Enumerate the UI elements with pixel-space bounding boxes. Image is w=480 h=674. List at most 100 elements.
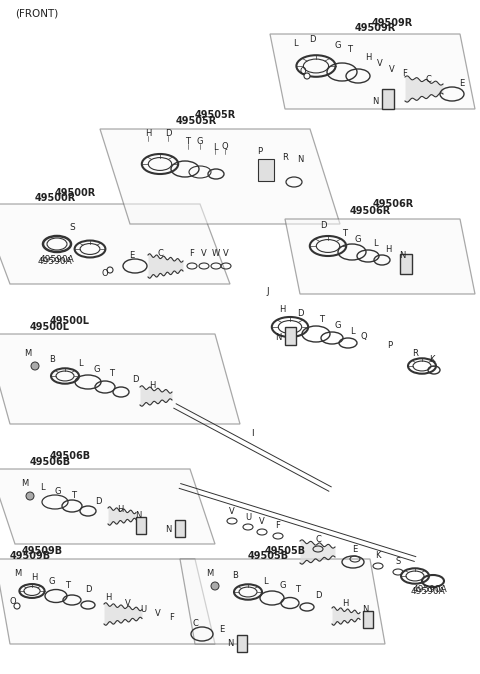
FancyBboxPatch shape [285,327,296,345]
Text: W: W [212,249,220,259]
Text: 49500L: 49500L [50,316,90,326]
Text: R: R [412,350,418,359]
Text: B: B [49,355,55,363]
Text: S: S [396,557,401,567]
Text: T: T [320,315,324,324]
Text: 49505B: 49505B [247,551,288,561]
Circle shape [211,582,219,590]
FancyBboxPatch shape [363,611,373,628]
Text: V: V [223,249,229,259]
Text: G: G [335,42,341,51]
Text: D: D [85,586,91,594]
Text: O: O [102,270,108,278]
FancyBboxPatch shape [382,89,394,109]
Text: H: H [145,129,151,138]
Text: N: N [165,524,171,534]
Text: N: N [227,640,233,648]
Text: B: B [232,572,238,580]
Text: V: V [389,65,395,73]
FancyBboxPatch shape [258,159,274,181]
Text: 49506B: 49506B [50,451,91,461]
Text: T: T [185,137,191,146]
Text: H: H [117,505,123,514]
Text: O: O [10,597,16,607]
Text: 49505R: 49505R [195,110,236,120]
Text: T: T [296,586,300,594]
Text: 49506R: 49506R [349,206,391,216]
Text: T: T [343,230,348,239]
Text: H: H [385,245,391,253]
Text: L: L [293,40,297,49]
Circle shape [26,492,34,500]
Text: G: G [94,365,100,373]
FancyBboxPatch shape [400,254,412,274]
Text: G: G [355,235,361,243]
Text: 49590A: 49590A [40,255,75,264]
Text: F: F [190,249,194,259]
Text: D: D [297,309,303,319]
Text: E: E [459,80,465,88]
Text: 49505B: 49505B [265,546,306,556]
Text: N: N [372,96,378,106]
Text: V: V [229,506,235,516]
Text: M: M [14,570,22,578]
Circle shape [107,267,113,273]
Polygon shape [270,34,475,109]
Text: U: U [140,605,146,613]
Text: K: K [429,355,435,363]
Text: N: N [135,512,141,520]
Text: 49590A: 49590A [410,588,445,596]
Text: Q: Q [360,332,367,340]
Polygon shape [0,559,215,644]
Text: 49509R: 49509R [354,23,396,33]
Text: H: H [365,53,371,63]
Text: H: H [342,599,348,609]
Text: G: G [335,321,341,330]
Text: E: E [352,545,358,553]
Text: H: H [149,381,155,390]
Text: D: D [315,590,321,599]
Text: V: V [259,518,265,526]
Text: L: L [213,142,217,152]
Text: D: D [95,497,101,506]
Text: T: T [109,369,115,379]
Text: H: H [279,305,285,313]
Text: V: V [377,59,383,69]
Text: T: T [348,46,352,55]
Text: 49590A: 49590A [37,257,72,266]
Polygon shape [0,334,240,424]
Text: O: O [300,67,306,75]
Text: G: G [49,576,55,586]
Text: T: T [65,580,71,590]
Text: M: M [22,479,29,489]
Circle shape [14,603,20,609]
Text: C: C [315,534,321,543]
FancyBboxPatch shape [136,517,146,534]
Text: P: P [257,148,263,156]
Text: H: H [105,592,111,601]
Polygon shape [180,559,385,644]
Text: 49500L: 49500L [30,322,70,332]
Text: G: G [280,582,286,590]
Text: L: L [78,359,82,369]
Text: 49509R: 49509R [372,18,413,28]
FancyBboxPatch shape [175,520,185,537]
Text: 49509B: 49509B [10,551,50,561]
Text: D: D [309,34,315,44]
Text: V: V [155,609,161,619]
Text: 49506B: 49506B [29,457,71,467]
Text: T: T [72,491,76,501]
Text: C: C [425,75,431,84]
FancyBboxPatch shape [237,635,247,652]
Text: M: M [206,570,214,578]
Text: V: V [201,249,207,259]
Text: 49506R: 49506R [373,199,414,209]
Text: M: M [24,350,32,359]
Text: E: E [130,251,134,260]
Text: R: R [282,152,288,162]
Text: L: L [40,483,44,493]
Circle shape [304,73,310,79]
Text: D: D [165,129,171,138]
Text: 49590A: 49590A [413,585,448,594]
Circle shape [31,362,39,370]
